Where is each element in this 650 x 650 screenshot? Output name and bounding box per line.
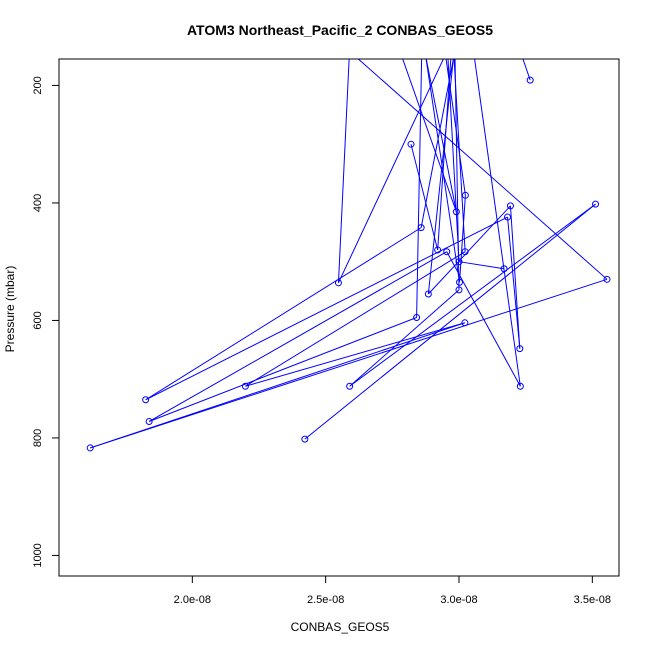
series-0-point-15 [516,382,524,390]
series-2-segment-0 [337,59,350,283]
y-tick-label-2: 600 [32,311,44,329]
y-tick-label-3: 800 [32,429,44,447]
y-tick-label-0: 200 [32,76,44,94]
series-4-point-1 [434,246,442,254]
series-0-segment-9 [507,216,521,349]
series-3-point-4 [461,191,469,199]
series-0-point-2 [86,444,94,452]
series-3-point-1 [452,208,460,216]
series-4-point-0 [407,140,415,148]
series-0-point-5 [461,248,469,256]
series-4-segment-1 [437,59,452,250]
series-0-segment-10 [509,205,521,349]
series-0-point-7 [417,224,425,232]
series-2-point-1 [334,279,342,287]
series-0-segment-21 [349,289,460,387]
series-0-point-4 [241,382,249,390]
series-1-point-0 [526,76,534,84]
series-3-segment-2 [425,59,461,283]
y-tick-label-4: 1000 [32,543,44,567]
series-3-point-3 [456,278,464,286]
series-0-point-12 [424,290,432,298]
x-axis-ticks: 2.0e-08 2.5e-08 3.0e-08 3.5e-08 [174,576,611,606]
series-0-segment-6 [420,59,454,228]
series-0-segment-18 [416,59,423,318]
series-0-point-11 [506,202,514,210]
series-0-point-24 [301,435,309,443]
series-0-segment-3 [245,322,466,387]
x-tick-label-2: 3.0e-08 [440,594,477,606]
series-0-point-3 [461,319,469,327]
series-0-segment-16 [148,251,447,422]
series-0-point-8 [142,396,150,404]
x-tick-label-0: 2.0e-08 [174,594,211,606]
series-0-point-10 [516,345,524,353]
series-2-segment-1 [338,59,444,284]
series-0-segment-14 [474,59,521,387]
series-0-segment-8 [145,216,508,401]
y-axis-ticks: 200 400 600 800 1000 [32,76,59,568]
series-0-point-17 [145,417,153,425]
x-tick-label-3: 3.5e-08 [574,594,611,606]
series-0-point-16 [443,248,451,256]
series-0-segment-7 [145,227,422,401]
series-4-segment-0 [410,144,439,251]
series-0-segment-12 [427,59,454,295]
series-0-point-1 [603,275,611,283]
series-0-segment-22 [349,203,596,387]
plot-frame [58,58,620,577]
series-0-segment-0 [357,59,608,280]
series-0-point-18 [413,314,421,321]
series-0-point-21 [455,286,463,294]
series-0-point-9 [504,213,512,221]
series-0-segment-1 [90,278,608,449]
series-0-segment-17 [148,317,417,422]
series-3-segment-1 [425,59,457,212]
series-2-point-4 [500,265,508,273]
points-layer [86,76,611,452]
series-2-segment-3 [458,261,505,270]
series-0-point-23 [592,200,600,208]
series-layer [90,15,608,449]
series-1-segment-1 [512,15,522,56]
series-0-segment-4 [245,251,466,387]
chart-title: ATOM3 Northeast_Pacific_2 CONBAS_GEOS5 [187,22,493,38]
y-tick-label-1: 400 [32,194,44,212]
series-0-segment-2 [90,322,466,449]
x-tick-label-1: 2.5e-08 [307,594,344,606]
series-3-segment-3 [459,195,466,283]
series-2-point-3 [455,258,463,266]
series-0-point-22 [346,382,354,390]
series-0-segment-23 [304,203,596,440]
series-1-segment-0 [522,59,531,81]
y-axis-label: Pressure (mbar) [3,266,17,353]
x-axis-label: CONBAS_GEOS5 [291,620,390,634]
